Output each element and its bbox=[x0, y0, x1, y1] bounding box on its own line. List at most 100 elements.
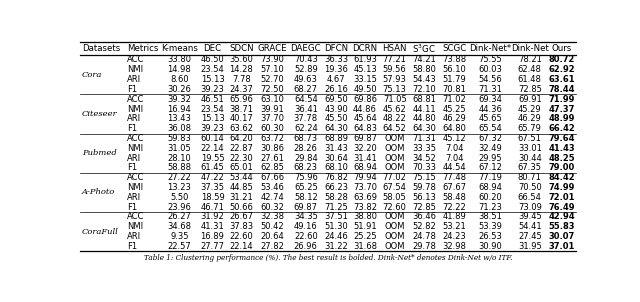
Text: 7.04: 7.04 bbox=[445, 144, 463, 153]
Text: 71.23: 71.23 bbox=[479, 203, 502, 212]
Text: SDCN: SDCN bbox=[229, 44, 253, 53]
Text: 84.42: 84.42 bbox=[548, 173, 575, 182]
Text: 78.21: 78.21 bbox=[518, 56, 541, 64]
Text: 26.16: 26.16 bbox=[324, 85, 348, 94]
Text: DAEGC: DAEGC bbox=[291, 44, 321, 53]
Text: 71.25: 71.25 bbox=[324, 203, 348, 212]
Text: NMI: NMI bbox=[127, 144, 143, 153]
Text: 63.10: 63.10 bbox=[260, 95, 285, 104]
Text: 42.74: 42.74 bbox=[260, 193, 285, 202]
Text: 63.69: 63.69 bbox=[353, 193, 377, 202]
Text: 39.32: 39.32 bbox=[168, 95, 191, 104]
Text: 33.01: 33.01 bbox=[518, 144, 541, 153]
Text: 52.89: 52.89 bbox=[294, 65, 317, 74]
Text: 34.35: 34.35 bbox=[294, 213, 317, 221]
Text: 80.71: 80.71 bbox=[518, 173, 541, 182]
Text: 75.55: 75.55 bbox=[479, 56, 502, 64]
Text: 45.62: 45.62 bbox=[383, 104, 406, 114]
Text: 53.39: 53.39 bbox=[479, 222, 502, 231]
Text: 37.35: 37.35 bbox=[200, 183, 225, 192]
Text: 79.00: 79.00 bbox=[549, 163, 575, 172]
Text: 73.88: 73.88 bbox=[442, 56, 467, 64]
Text: 16.94: 16.94 bbox=[168, 104, 191, 114]
Text: 24.78: 24.78 bbox=[412, 232, 436, 241]
Text: CoraFull: CoraFull bbox=[82, 228, 119, 236]
Text: A-Photo: A-Photo bbox=[82, 188, 115, 196]
Text: 54.41: 54.41 bbox=[518, 222, 541, 231]
Text: 46.50: 46.50 bbox=[200, 56, 225, 64]
Text: 31.43: 31.43 bbox=[324, 144, 348, 153]
Text: 13.23: 13.23 bbox=[168, 183, 191, 192]
Text: F1: F1 bbox=[127, 85, 138, 94]
Text: 61.93: 61.93 bbox=[353, 56, 377, 64]
Text: 49.50: 49.50 bbox=[353, 85, 377, 94]
Text: 59.78: 59.78 bbox=[412, 183, 436, 192]
Text: 36.33: 36.33 bbox=[324, 56, 348, 64]
Text: 38.51: 38.51 bbox=[479, 213, 502, 221]
Text: 28.10: 28.10 bbox=[168, 154, 191, 162]
Text: 78.44: 78.44 bbox=[549, 85, 575, 94]
Text: 58.88: 58.88 bbox=[168, 163, 191, 172]
Text: 22.87: 22.87 bbox=[229, 144, 253, 153]
Text: OOM: OOM bbox=[385, 154, 405, 162]
Text: 26.27: 26.27 bbox=[168, 213, 191, 221]
Text: 54.43: 54.43 bbox=[412, 75, 436, 84]
Text: 24.23: 24.23 bbox=[442, 232, 467, 241]
Text: 61.48: 61.48 bbox=[518, 75, 541, 84]
Text: 80.72: 80.72 bbox=[549, 56, 575, 64]
Text: 72.60: 72.60 bbox=[383, 203, 406, 212]
Text: 56.13: 56.13 bbox=[412, 193, 436, 202]
Text: 14.98: 14.98 bbox=[168, 65, 191, 74]
Text: 32.98: 32.98 bbox=[442, 242, 467, 251]
Text: F1: F1 bbox=[127, 203, 138, 212]
Text: 64.30: 64.30 bbox=[412, 124, 436, 133]
Text: 37.83: 37.83 bbox=[229, 222, 253, 231]
Text: 74.21: 74.21 bbox=[412, 56, 436, 64]
Text: NMI: NMI bbox=[127, 183, 143, 192]
Text: 67.32: 67.32 bbox=[479, 134, 502, 143]
Text: 13.43: 13.43 bbox=[168, 114, 191, 123]
Text: ACC: ACC bbox=[127, 56, 145, 64]
Text: 24.37: 24.37 bbox=[229, 85, 253, 94]
Text: 75.13: 75.13 bbox=[383, 85, 406, 94]
Text: DEC: DEC bbox=[204, 44, 221, 53]
Text: 45.64: 45.64 bbox=[353, 114, 377, 123]
Text: 69.86: 69.86 bbox=[353, 95, 377, 104]
Text: 70.43: 70.43 bbox=[294, 56, 317, 64]
Text: 37.51: 37.51 bbox=[324, 213, 348, 221]
Text: 26.67: 26.67 bbox=[229, 213, 253, 221]
Text: 68.10: 68.10 bbox=[324, 163, 348, 172]
Text: 70.33: 70.33 bbox=[412, 163, 436, 172]
Text: NMI: NMI bbox=[127, 65, 143, 74]
Text: 43.90: 43.90 bbox=[324, 104, 348, 114]
Text: 34.52: 34.52 bbox=[412, 154, 436, 162]
Text: 66.42: 66.42 bbox=[548, 124, 575, 133]
Text: 51.30: 51.30 bbox=[324, 222, 348, 231]
Text: F1: F1 bbox=[127, 124, 138, 133]
Text: 28.26: 28.26 bbox=[294, 144, 317, 153]
Text: 48.25: 48.25 bbox=[548, 154, 575, 162]
Text: 38.80: 38.80 bbox=[353, 213, 377, 221]
Text: 36.46: 36.46 bbox=[412, 213, 436, 221]
Text: 77.02: 77.02 bbox=[383, 173, 406, 182]
Text: 46.71: 46.71 bbox=[200, 203, 225, 212]
Text: 36.08: 36.08 bbox=[168, 124, 191, 133]
Text: 45.50: 45.50 bbox=[324, 114, 348, 123]
Text: 64.80: 64.80 bbox=[442, 124, 467, 133]
Text: 39.23: 39.23 bbox=[200, 85, 225, 94]
Text: 44.85: 44.85 bbox=[229, 183, 253, 192]
Text: 49.16: 49.16 bbox=[294, 222, 317, 231]
Text: ARI: ARI bbox=[127, 193, 141, 202]
Text: 8.60: 8.60 bbox=[170, 75, 189, 84]
Text: 40.17: 40.17 bbox=[229, 114, 253, 123]
Text: Pubmed: Pubmed bbox=[82, 149, 116, 157]
Text: 72.50: 72.50 bbox=[260, 85, 285, 94]
Text: 61.45: 61.45 bbox=[200, 163, 225, 172]
Text: Table 1: Clustering performance (%). The best result is bolded. Dink-Net* denote: Table 1: Clustering performance (%). The… bbox=[144, 254, 512, 262]
Text: NMI: NMI bbox=[127, 104, 143, 114]
Text: 57.10: 57.10 bbox=[260, 65, 285, 74]
Text: 30.26: 30.26 bbox=[168, 85, 191, 94]
Text: 23.54: 23.54 bbox=[200, 65, 225, 74]
Text: GRACE: GRACE bbox=[258, 44, 287, 53]
Text: 50.42: 50.42 bbox=[261, 222, 284, 231]
